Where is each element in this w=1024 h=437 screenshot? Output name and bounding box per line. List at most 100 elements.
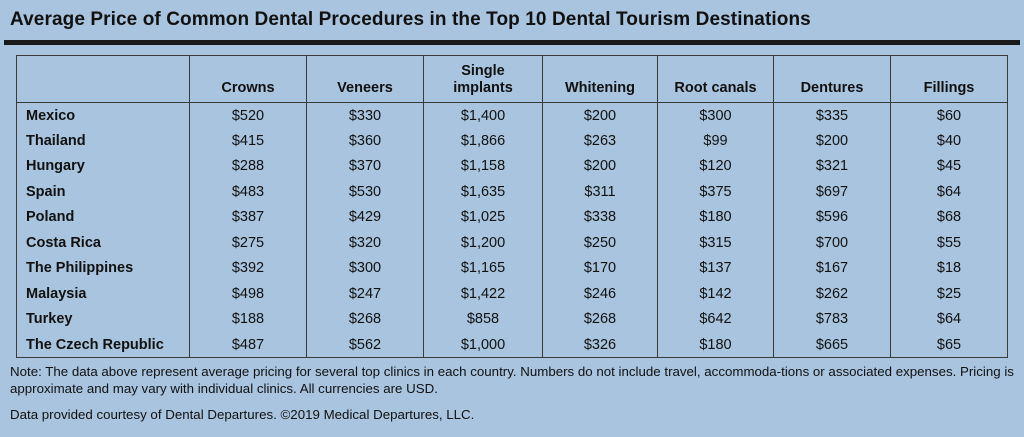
table-row: Turkey $188 $268 $858 $268 $642 $783 $64 [16, 306, 1008, 332]
price-cell: $55 [890, 230, 1008, 256]
price-cell: $137 [657, 255, 774, 281]
price-cell: $487 [189, 332, 307, 358]
price-cell: $170 [542, 255, 658, 281]
price-cell: $300 [306, 255, 424, 281]
price-cell: $268 [542, 306, 658, 332]
column-header: Fillings [890, 55, 1008, 103]
price-cell: $142 [657, 281, 774, 307]
column-header: Crowns [189, 55, 307, 103]
price-cell: $200 [542, 102, 658, 128]
price-cell: $246 [542, 281, 658, 307]
price-cell: $263 [542, 128, 658, 154]
price-cell: $200 [542, 153, 658, 179]
price-cell: $1,866 [423, 128, 543, 154]
price-cell: $275 [189, 230, 307, 256]
price-cell: $530 [306, 179, 424, 205]
price-cell: $247 [306, 281, 424, 307]
price-cell: $326 [542, 332, 658, 358]
price-cell: $120 [657, 153, 774, 179]
country-cell: Hungary [16, 153, 190, 179]
price-cell: $415 [189, 128, 307, 154]
table-row: The Czech Republic $487 $562 $1,000 $326 $180… [16, 332, 1008, 358]
country-cell: The Czech Republic [16, 332, 190, 358]
price-cell: $64 [890, 179, 1008, 205]
table-row: Mexico $520 $330 $1,400 $200 $300 $335 $60 [16, 102, 1008, 128]
price-cell: $1,000 [423, 332, 543, 358]
header-row: Crowns Veneers Single implants Whitening Roo… [16, 55, 1008, 103]
data-credit: Data provided courtesy of Dental Departu… [10, 407, 475, 422]
column-header: Whitening [542, 55, 658, 103]
price-cell: $498 [189, 281, 307, 307]
table-header: Crowns Veneers Single implants Whitening Roo… [16, 55, 1008, 103]
price-cell: $1,165 [423, 255, 543, 281]
country-cell: Poland [16, 204, 190, 230]
country-cell: Malaysia [16, 281, 190, 307]
price-cell: $200 [773, 128, 891, 154]
price-cell: $25 [890, 281, 1008, 307]
price-cell: $1,200 [423, 230, 543, 256]
price-cell: $300 [657, 102, 774, 128]
title-rule [4, 40, 1020, 45]
header-corner [16, 55, 190, 103]
chart-title: Average Price of Common Dental Procedure… [10, 9, 811, 30]
price-cell: $642 [657, 306, 774, 332]
price-cell: $1,400 [423, 102, 543, 128]
price-cell: $665 [773, 332, 891, 358]
price-cell: $387 [189, 204, 307, 230]
table-row: Costa Rica $275 $320 $1,200 $250 $315 $700 $55 [16, 230, 1008, 256]
table-row: The Philippines $392 $300 $1,165 $170 $137 $16… [16, 255, 1008, 281]
table-body: Mexico $520 $330 $1,400 $200 $300 $335 $60 Thail… [16, 102, 1008, 358]
price-cell: $167 [773, 255, 891, 281]
price-cell: $188 [189, 306, 307, 332]
price-cell: $783 [773, 306, 891, 332]
price-cell: $392 [189, 255, 307, 281]
price-cell: $596 [773, 204, 891, 230]
table-row: Poland $387 $429 $1,025 $338 $180 $596 $68 [16, 204, 1008, 230]
price-cell: $1,635 [423, 179, 543, 205]
price-cell: $330 [306, 102, 424, 128]
price-cell: $520 [189, 102, 307, 128]
price-cell: $1,158 [423, 153, 543, 179]
price-cell: $315 [657, 230, 774, 256]
price-cell: $697 [773, 179, 891, 205]
country-cell: Thailand [16, 128, 190, 154]
price-cell: $40 [890, 128, 1008, 154]
column-header: Veneers [306, 55, 424, 103]
footnote: Note: The data above represent average p… [10, 364, 1014, 396]
country-cell: The Philippines [16, 255, 190, 281]
price-cell: $99 [657, 128, 774, 154]
price-cell: $321 [773, 153, 891, 179]
price-cell: $60 [890, 102, 1008, 128]
price-cell: $45 [890, 153, 1008, 179]
price-cell: $483 [189, 179, 307, 205]
table-row: Hungary $288 $370 $1,158 $200 $120 $321 $45 [16, 153, 1008, 179]
column-header: Single implants [423, 55, 543, 103]
price-cell: $68 [890, 204, 1008, 230]
column-header: Dentures [773, 55, 891, 103]
price-cell: $700 [773, 230, 891, 256]
price-cell: $320 [306, 230, 424, 256]
country-cell: Turkey [16, 306, 190, 332]
country-cell: Spain [16, 179, 190, 205]
price-cell: $64 [890, 306, 1008, 332]
price-cell: $268 [306, 306, 424, 332]
column-header: Root canals [657, 55, 774, 103]
price-cell: $429 [306, 204, 424, 230]
price-cell: $262 [773, 281, 891, 307]
price-cell: $288 [189, 153, 307, 179]
price-cell: $18 [890, 255, 1008, 281]
price-cell: $360 [306, 128, 424, 154]
price-table: Crowns Veneers Single implants Whitening Roo… [16, 55, 1008, 358]
price-cell: $180 [657, 332, 774, 358]
price-cell: $1,422 [423, 281, 543, 307]
country-cell: Mexico [16, 102, 190, 128]
price-cell: $335 [773, 102, 891, 128]
price-cell: $180 [657, 204, 774, 230]
country-cell: Costa Rica [16, 230, 190, 256]
price-cell: $375 [657, 179, 774, 205]
price-cell: $250 [542, 230, 658, 256]
table-row: Spain $483 $530 $1,635 $311 $375 $697 $64 [16, 179, 1008, 205]
price-cell: $858 [423, 306, 543, 332]
price-cell: $65 [890, 332, 1008, 358]
